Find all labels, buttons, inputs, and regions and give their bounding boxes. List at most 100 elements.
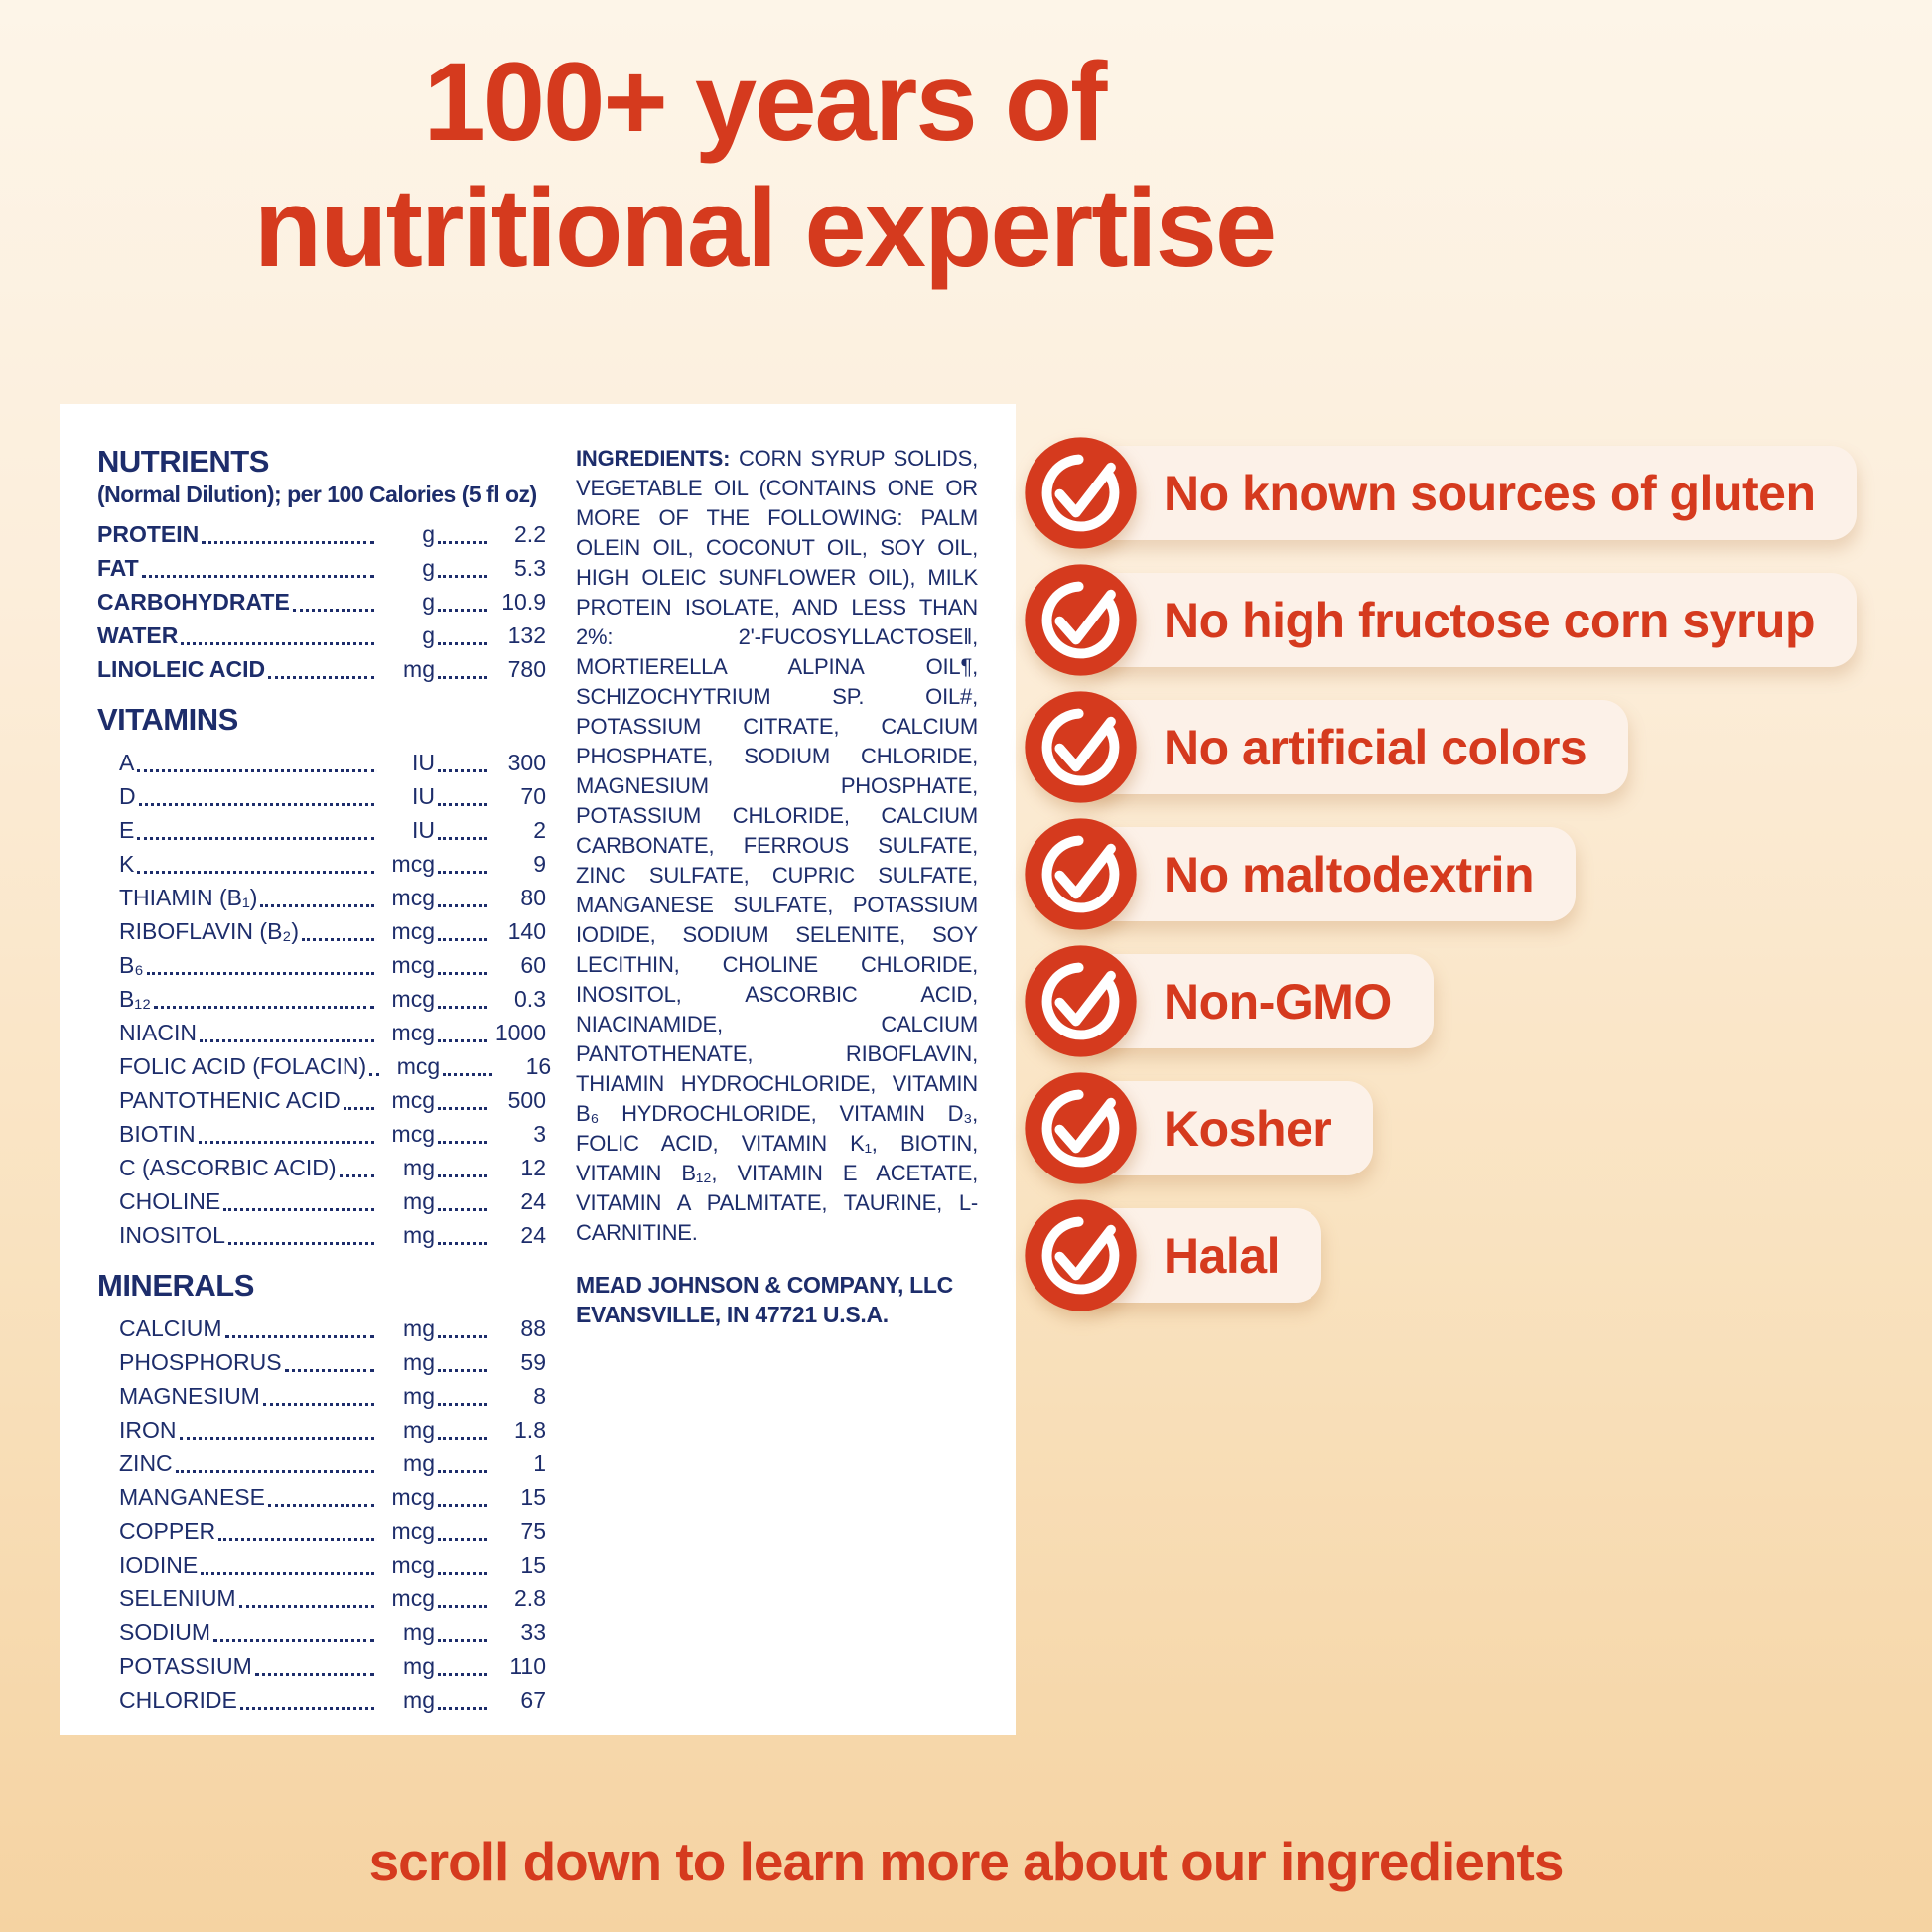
nutrient-value: 5.3 — [514, 555, 546, 581]
vitamin-unit: IU — [412, 750, 435, 775]
dot-leader — [438, 1141, 487, 1144]
dot-leader — [438, 609, 487, 612]
dot-leader — [438, 1006, 487, 1009]
vitamin-row: INOSITOL mg 24 — [97, 1218, 546, 1252]
vitamin-label: A — [119, 750, 135, 775]
nutrient-unit: mg — [403, 656, 435, 682]
badge-label: No artificial colors — [1080, 700, 1629, 794]
mineral-value: 1 — [533, 1450, 546, 1476]
mineral-label: MANGANESE — [119, 1484, 265, 1510]
dot-leader — [438, 1572, 487, 1575]
dot-leader — [267, 1504, 374, 1507]
badge-label: No maltodextrin — [1080, 827, 1577, 921]
mineral-label: SODIUM — [119, 1619, 210, 1645]
mineral-label: POTASSIUM — [119, 1653, 252, 1679]
nutrient-value: 132 — [507, 622, 546, 648]
ingredients-body: CORN SYRUP SOLIDS, VEGETABLE OIL (CONTAI… — [576, 446, 979, 1245]
check-circle-icon — [1023, 562, 1139, 678]
vitamin-label: CHOLINE — [119, 1188, 221, 1214]
vitamin-label: NIACIN — [119, 1020, 197, 1045]
mineral-label: CHLORIDE — [119, 1687, 237, 1713]
vitamin-unit: mg — [403, 1222, 435, 1248]
ingredients-column: INGREDIENTS: CORN SYRUP SOLIDS, VEGETABL… — [576, 444, 978, 1708]
claim-badge: Non-GMO — [1023, 943, 1434, 1059]
vitamin-value: 0.3 — [514, 986, 546, 1012]
nutrient-row: FAT g 5.3 — [97, 551, 546, 585]
manufacturer-name: MEAD JOHNSON & COMPANY, LLC — [576, 1272, 953, 1298]
vitamin-unit: mcg — [396, 1053, 441, 1079]
minerals-heading: MINERALS — [97, 1268, 254, 1303]
mineral-label: SELENIUM — [119, 1586, 236, 1611]
dot-leader — [438, 1107, 487, 1110]
vitamin-value: 500 — [507, 1087, 546, 1113]
mineral-unit: mcg — [391, 1552, 435, 1578]
dot-leader — [260, 904, 374, 907]
check-circle-icon — [1023, 816, 1139, 932]
dot-leader — [138, 803, 374, 806]
mineral-label: IODINE — [119, 1552, 199, 1578]
vitamin-value: 300 — [507, 750, 546, 775]
page-title-line2: nutritional expertise — [253, 165, 1277, 290]
vitamin-unit: mcg — [391, 952, 435, 978]
page-title-line1: 100+ years of — [423, 40, 1108, 164]
vitamin-value: 9 — [533, 851, 546, 877]
dot-leader — [202, 541, 374, 544]
nutrient-row: PROTEIN g 2.2 — [97, 517, 546, 551]
mineral-value: 33 — [520, 1619, 546, 1645]
nutrient-label: WATER — [97, 622, 179, 648]
dot-leader — [137, 871, 374, 874]
dot-leader — [284, 1369, 374, 1372]
nutrient-value: 10.9 — [501, 589, 546, 615]
vitamin-row: K mcg 9 — [97, 847, 546, 881]
dot-leader — [198, 1141, 374, 1144]
mineral-unit: mg — [403, 1417, 435, 1443]
vitamin-value: 60 — [520, 952, 546, 978]
dot-leader — [438, 1208, 487, 1211]
nutrient-value: 780 — [507, 656, 546, 682]
dot-leader — [218, 1538, 374, 1541]
dot-leader — [438, 904, 487, 907]
minerals-rows: CALCIUM mg 88 PHOSPHORUS mg 59 — [97, 1311, 546, 1717]
mineral-value: 15 — [520, 1484, 546, 1510]
dot-leader — [438, 1504, 487, 1507]
vitamin-row: RIBOFLAVIN (B₂) mcg 140 — [97, 914, 546, 948]
mineral-value: 1.8 — [514, 1417, 546, 1443]
dot-leader — [181, 642, 374, 645]
check-circle-icon — [1023, 689, 1139, 805]
nutrient-value: 2.2 — [514, 521, 546, 547]
dot-leader — [438, 642, 487, 645]
vitamin-value: 80 — [520, 885, 546, 910]
manufacturer-address: EVANSVILLE, IN 47721 U.S.A. — [576, 1302, 889, 1327]
dot-leader — [438, 871, 487, 874]
vitamin-unit: mcg — [391, 851, 435, 877]
vitamins-heading: VITAMINS — [97, 702, 238, 737]
vitamin-value: 1000 — [494, 1020, 546, 1045]
nutrients-subheading: (Normal Dilution); per 100 Calories (5 f… — [97, 482, 537, 507]
dot-leader — [137, 769, 374, 772]
mineral-value: 59 — [520, 1349, 546, 1375]
dot-leader — [438, 1174, 487, 1177]
vitamin-row: FOLIC ACID (FOLACIN) mcg 16 — [97, 1049, 551, 1083]
dot-leader — [443, 1073, 493, 1076]
nutrition-label-panel: NUTRIENTS (Normal Dilution); per 100 Cal… — [60, 404, 1016, 1735]
vitamin-unit: IU — [412, 817, 435, 843]
badge-label: No high fructose corn syrup — [1080, 573, 1858, 667]
footer-tagline: scroll down to learn more about our ingr… — [368, 1831, 1565, 1892]
dot-leader — [438, 837, 487, 840]
dot-leader — [254, 1673, 374, 1676]
dot-leader — [438, 1470, 487, 1473]
mineral-unit: mg — [403, 1450, 435, 1476]
dot-leader — [438, 1242, 487, 1245]
check-circle-icon — [1023, 435, 1139, 551]
dot-leader — [438, 1039, 487, 1042]
dot-leader — [438, 972, 487, 975]
check-circle-icon — [1023, 943, 1139, 1059]
vitamin-label: E — [119, 817, 135, 843]
dot-leader — [438, 1437, 487, 1440]
mineral-unit: mg — [403, 1653, 435, 1679]
mineral-row: SELENIUM mcg 2.8 — [97, 1582, 546, 1615]
check-circle-icon — [1023, 1070, 1139, 1186]
dot-leader — [438, 1673, 487, 1676]
dot-leader — [343, 1107, 374, 1110]
nutrient-row: LINOLEIC ACID mg 780 — [97, 652, 546, 686]
